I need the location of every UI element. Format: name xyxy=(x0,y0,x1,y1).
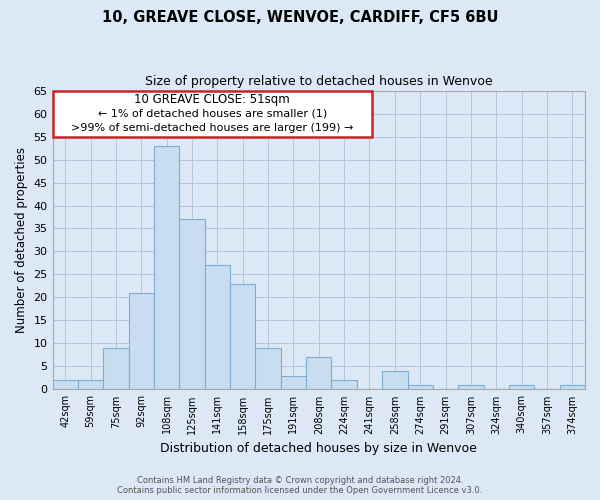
Bar xyxy=(179,220,205,390)
Text: >99% of semi-detached houses are larger (199) →: >99% of semi-detached houses are larger … xyxy=(71,122,353,132)
Y-axis label: Number of detached properties: Number of detached properties xyxy=(15,147,28,333)
Text: Contains HM Land Registry data © Crown copyright and database right 2024.
Contai: Contains HM Land Registry data © Crown c… xyxy=(118,476,482,495)
Bar xyxy=(407,385,433,390)
Bar xyxy=(128,293,154,390)
FancyBboxPatch shape xyxy=(53,90,372,137)
Bar xyxy=(230,284,256,390)
Bar xyxy=(256,348,281,390)
Bar xyxy=(53,380,78,390)
Bar xyxy=(281,376,306,390)
X-axis label: Distribution of detached houses by size in Wenvoe: Distribution of detached houses by size … xyxy=(160,442,477,455)
Bar xyxy=(103,348,128,390)
Bar xyxy=(509,385,534,390)
Bar xyxy=(205,266,230,390)
Text: ← 1% of detached houses are smaller (1): ← 1% of detached houses are smaller (1) xyxy=(98,108,327,118)
Title: Size of property relative to detached houses in Wenvoe: Size of property relative to detached ho… xyxy=(145,75,493,88)
Text: 10, GREAVE CLOSE, WENVOE, CARDIFF, CF5 6BU: 10, GREAVE CLOSE, WENVOE, CARDIFF, CF5 6… xyxy=(102,10,498,25)
Bar xyxy=(458,385,484,390)
Bar xyxy=(560,385,585,390)
Bar xyxy=(306,357,331,390)
Bar xyxy=(331,380,357,390)
Bar xyxy=(382,371,407,390)
Bar xyxy=(154,146,179,390)
Bar xyxy=(78,380,103,390)
Text: 10 GREAVE CLOSE: 51sqm: 10 GREAVE CLOSE: 51sqm xyxy=(134,94,290,106)
